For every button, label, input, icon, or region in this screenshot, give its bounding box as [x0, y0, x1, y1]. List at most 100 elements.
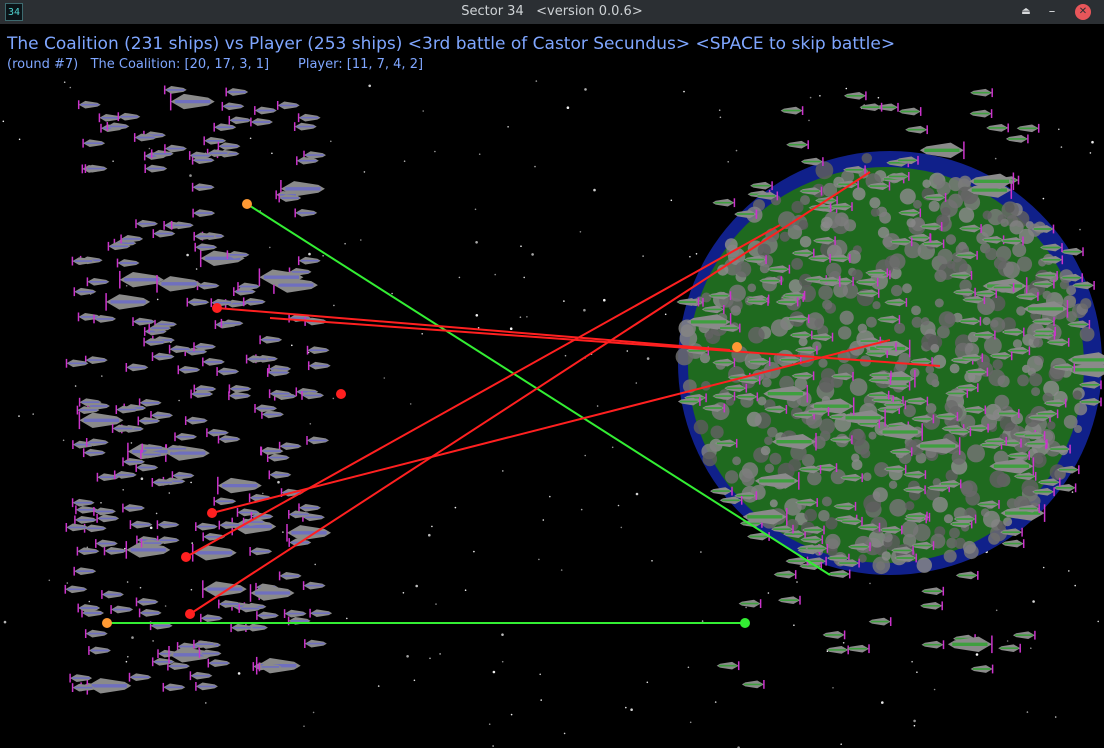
coalition-fighter [84, 629, 108, 638]
star [62, 439, 65, 442]
player-fighter [962, 295, 986, 305]
coalition-fighter [101, 590, 124, 599]
laser-beams [102, 171, 941, 628]
player-cruiser [989, 457, 1035, 476]
planet-cloud [911, 305, 921, 316]
coalition-fighter [278, 193, 302, 203]
player-fighter [755, 191, 779, 201]
planet-cloud [861, 153, 872, 164]
star [475, 241, 478, 244]
red-laser-beam [189, 171, 871, 615]
coalition-fighter [86, 277, 110, 287]
player-fighter [894, 553, 917, 563]
coalition-fighter [132, 317, 155, 327]
planet-cloud [902, 533, 917, 548]
star [1054, 716, 1057, 718]
coalition-fighter [193, 231, 217, 241]
player-fighter [822, 630, 846, 640]
player-fighter [889, 447, 913, 457]
planet-cloud [967, 508, 977, 518]
player-fighter [1032, 487, 1055, 497]
star [435, 603, 437, 605]
coalition-fighter [174, 432, 197, 442]
player-fighter [955, 383, 979, 393]
player-fighter [955, 250, 978, 260]
title-bar[interactable]: 34 Sector 34 <version 0.0.6> ⏏ – ✕ [0, 0, 1104, 24]
player-fighter [1040, 255, 1064, 265]
player-fighter [1046, 337, 1070, 347]
planet-cloud [932, 174, 944, 186]
coalition-fighter [116, 258, 140, 268]
star [869, 582, 871, 585]
planet-cloud [889, 253, 906, 270]
minimize-button[interactable]: – [1048, 4, 1056, 19]
star [630, 708, 633, 711]
impact-flash [102, 618, 112, 628]
planet-cloud [724, 238, 738, 252]
impact-flash [242, 199, 252, 209]
star [271, 152, 273, 155]
planet-cloud [922, 179, 931, 188]
star [519, 316, 522, 319]
coalition-fighter [65, 358, 89, 368]
planet-cloud [679, 329, 698, 348]
planet-cloud [798, 220, 809, 230]
eject-button[interactable]: ⏏ [1021, 6, 1031, 17]
star [391, 292, 393, 295]
player-cruiser [919, 141, 965, 160]
star [63, 81, 66, 83]
player-fighter [750, 181, 773, 191]
planet-cloud [702, 451, 718, 467]
player-fighter [799, 186, 823, 196]
player-fighter [714, 438, 738, 448]
player-fighter [1072, 280, 1095, 290]
planet-cloud [1033, 337, 1044, 348]
player-fighter [840, 516, 863, 526]
player-fighter [1079, 380, 1102, 390]
player-fighter [764, 404, 788, 414]
coalition-fighter [202, 357, 225, 367]
red-laser-beam [185, 224, 781, 558]
planet-cloud [741, 462, 759, 479]
player-fighter [958, 316, 982, 326]
coalition-fighter [236, 508, 260, 517]
star [767, 592, 770, 594]
coalition-fighter [302, 581, 326, 590]
player-fighter [805, 544, 829, 553]
planet-cloud [904, 241, 922, 259]
coalition-fighter [278, 571, 302, 581]
coalition-cruiser [119, 270, 164, 289]
player-fighter [786, 140, 809, 150]
coalition-fighter [93, 506, 116, 516]
player-fighter [712, 391, 736, 401]
battle-viewport[interactable] [0, 24, 1104, 748]
planet-cloud [902, 283, 912, 294]
star [507, 126, 509, 128]
impact-flash [740, 618, 750, 628]
star [413, 679, 416, 682]
coalition-fighter [162, 682, 186, 692]
player-fighter [717, 323, 741, 333]
star [190, 588, 193, 591]
player-cruiser [1068, 352, 1104, 368]
star [74, 385, 77, 387]
player-fighter [1060, 273, 1083, 283]
planet-cloud [764, 436, 773, 446]
player-fighter [771, 524, 794, 534]
planet-cloud [934, 269, 947, 282]
coalition-fighter [213, 496, 237, 506]
player-fighter [1061, 247, 1084, 257]
coalition-fighter [218, 599, 241, 609]
planet-cloud [921, 317, 930, 326]
close-button[interactable]: ✕ [1075, 4, 1091, 20]
planet-cloud [791, 200, 804, 214]
coalition-fighter [113, 470, 137, 480]
player-fighter [1031, 224, 1055, 234]
star [86, 546, 89, 549]
coalition-fighter [298, 503, 321, 513]
star [48, 579, 51, 582]
player-cruiser [1023, 300, 1069, 318]
coalition-fighter [138, 608, 162, 618]
player-fighter [791, 371, 815, 381]
coalition-fighter [200, 613, 223, 623]
